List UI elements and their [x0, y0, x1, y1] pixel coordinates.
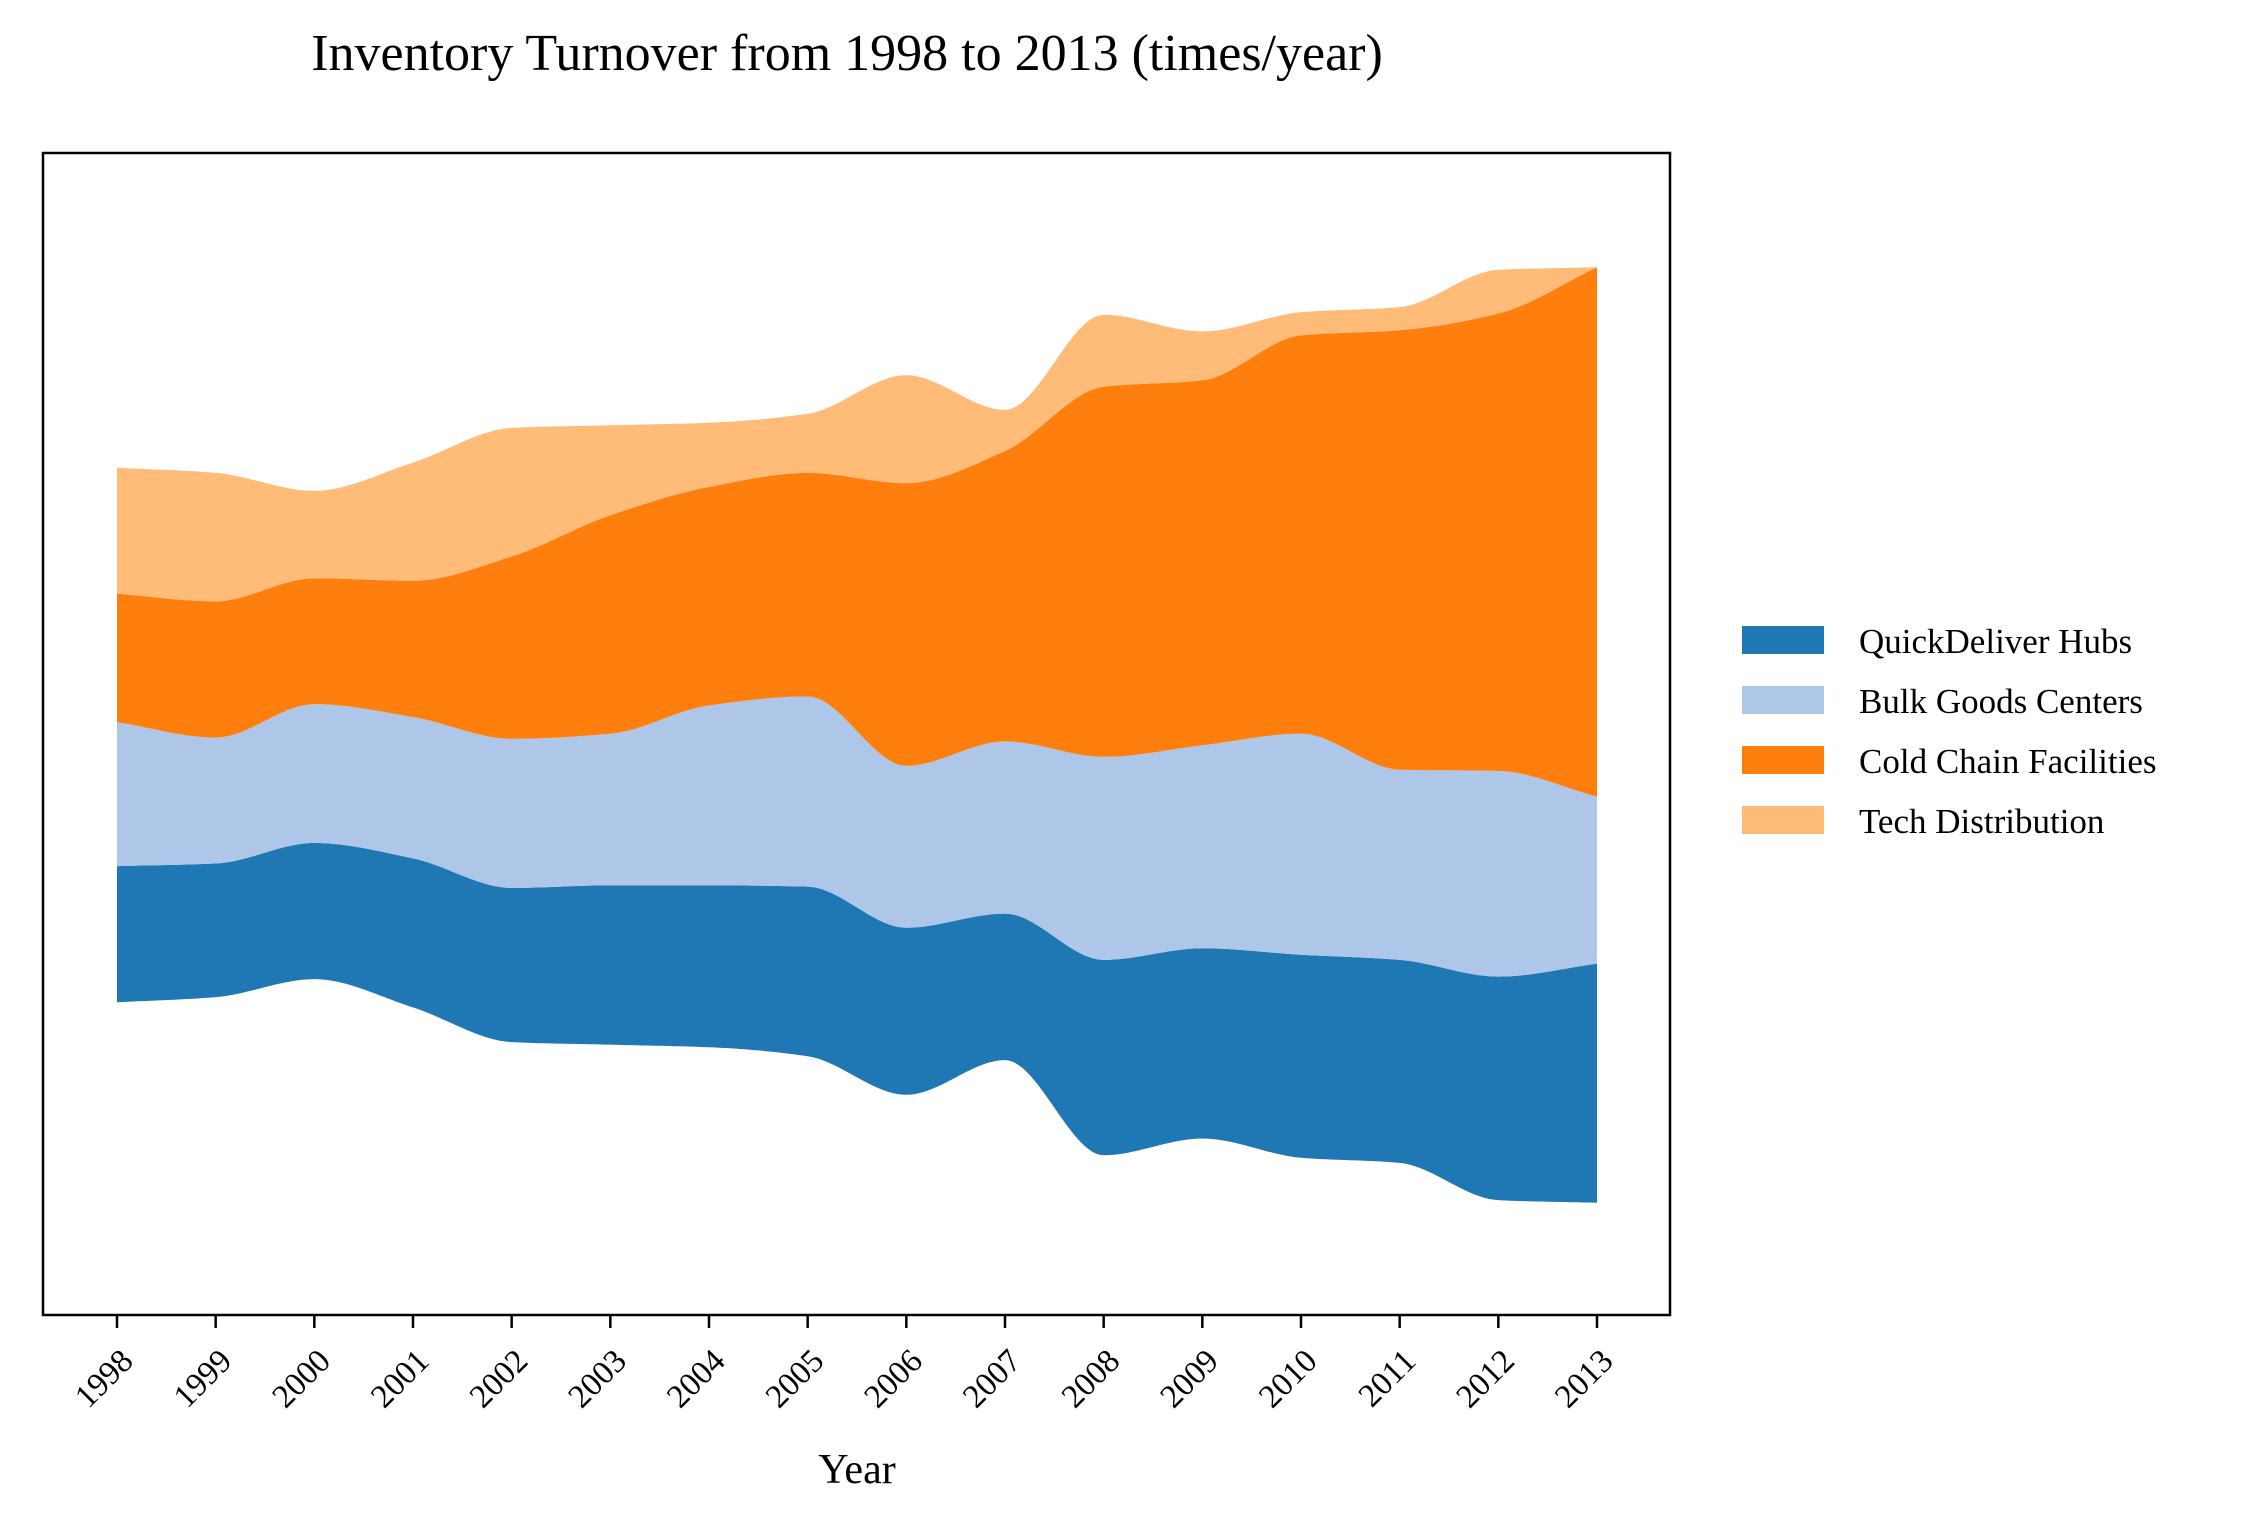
stream-area-bulk-goods-centers	[117, 696, 1597, 977]
x-tick-label: 2012	[1450, 1343, 1522, 1415]
legend-label: Cold Chain Facilities	[1859, 742, 2156, 781]
legend-swatch	[1742, 746, 1824, 774]
legend-swatch	[1742, 686, 1824, 714]
x-tick-label: 2009	[1154, 1343, 1226, 1415]
x-tick-label: 2000	[266, 1343, 338, 1415]
chart-title: Inventory Turnover from 1998 to 2013 (ti…	[311, 25, 1383, 82]
x-tick-label: 2001	[364, 1343, 436, 1415]
x-tick-label: 1998	[68, 1343, 140, 1415]
x-tick-label: 2002	[463, 1343, 535, 1415]
plot-frame	[41, 151, 1672, 1317]
areas-layer	[117, 267, 1597, 1203]
x-tick-label: 2011	[1352, 1343, 1423, 1414]
legend-label: Bulk Goods Centers	[1859, 682, 2143, 721]
legend-label: Tech Distribution	[1859, 802, 2104, 841]
stream-area-tech-distribution	[117, 267, 1597, 602]
x-tick-label: 2010	[1252, 1343, 1324, 1415]
stream-area-cold-chain-facilities	[117, 267, 1597, 797]
stream-area-quickdeliver-hubs	[117, 842, 1597, 1203]
legend-swatch	[1742, 806, 1824, 834]
x-tick-label: 2005	[759, 1343, 831, 1415]
x-tick-label: 2013	[1548, 1343, 1620, 1415]
x-tick-label: 1999	[167, 1343, 239, 1415]
legend: QuickDeliver Hubs Bulk Goods Centers Cold …	[1742, 622, 2156, 841]
x-tick-label: 2007	[956, 1343, 1028, 1415]
x-axis: 1998 1999 2000 2001 2002 2003 2004 2005 2006 2007…	[68, 1315, 1621, 1415]
x-tick-label: 2008	[1055, 1343, 1127, 1415]
legend-swatch	[1742, 626, 1824, 654]
x-tick-label: 2003	[562, 1343, 634, 1415]
x-tick-label: 2006	[858, 1343, 930, 1415]
x-tick-label: 2004	[660, 1343, 732, 1415]
legend-label: QuickDeliver Hubs	[1859, 622, 2132, 661]
x-axis-label: Year	[818, 1447, 895, 1493]
